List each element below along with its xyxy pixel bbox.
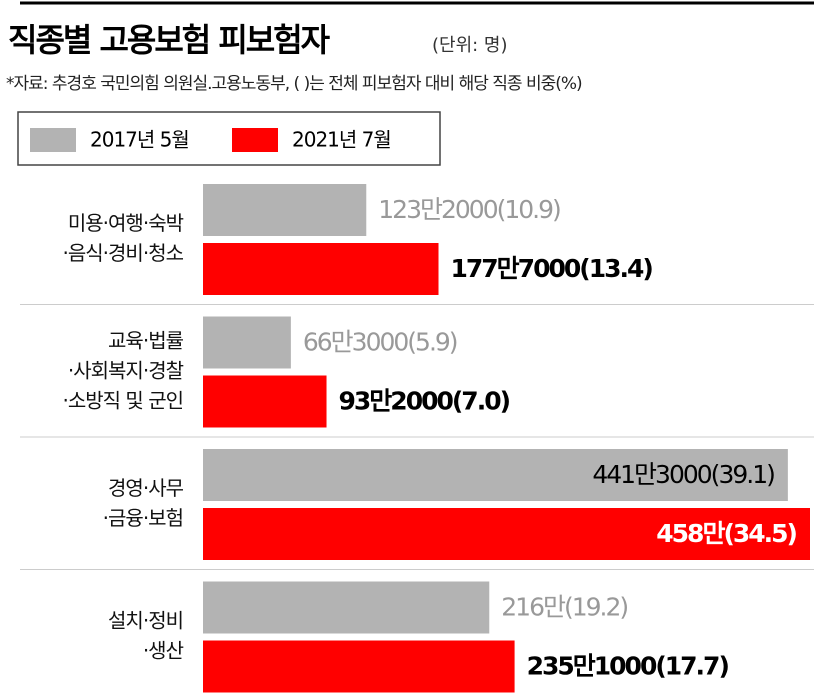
- category-label: ·생산: [143, 639, 184, 663]
- category-label: 교육·법률: [108, 329, 184, 353]
- bar: [203, 449, 788, 501]
- value-label: 93만2000(7.0): [339, 387, 510, 416]
- category-label: 경영·사무: [108, 476, 184, 500]
- value-label: 216만(19.2): [501, 593, 627, 622]
- category-label: ·음식·경비·청소: [63, 241, 184, 265]
- category-label: ·사회복지·경찰: [68, 359, 184, 383]
- unit-label: (단위: 명): [432, 35, 508, 56]
- bar: [203, 581, 490, 634]
- bar: [203, 316, 291, 369]
- legend-swatch: [30, 128, 76, 152]
- legend-swatch: [232, 128, 278, 152]
- chart-title: 직종별 고용보험 피보험자: [8, 21, 331, 59]
- bar: [203, 508, 810, 560]
- value-label: 123만2000(10.9): [378, 195, 560, 224]
- bar: [203, 184, 367, 236]
- legend-box: [17, 111, 441, 166]
- bar: [203, 243, 439, 295]
- category-label: ·금융·보험: [103, 506, 183, 530]
- category-label: 미용·여행·숙박: [68, 211, 184, 235]
- value-label: 441만3000(39.1): [592, 460, 774, 489]
- bar: [203, 375, 327, 428]
- value-label: 235만1000(17.7): [527, 652, 729, 681]
- bar: [203, 640, 515, 693]
- source-note: *자료: 추경호 국민의힘 의원실.고용노동부, ( )는 전체 피보험자 대비…: [6, 74, 582, 94]
- value-label: 66만3000(5.9): [303, 328, 457, 357]
- legend-label: 2021년 7월: [292, 128, 391, 152]
- category-label: ·소방직 및 군인: [63, 389, 183, 413]
- category-label: 설치·정비: [108, 609, 183, 633]
- legend-label: 2017년 5월: [90, 128, 189, 152]
- value-label: 177만7000(13.4): [451, 254, 653, 283]
- value-label: 458만(34.5): [656, 519, 796, 548]
